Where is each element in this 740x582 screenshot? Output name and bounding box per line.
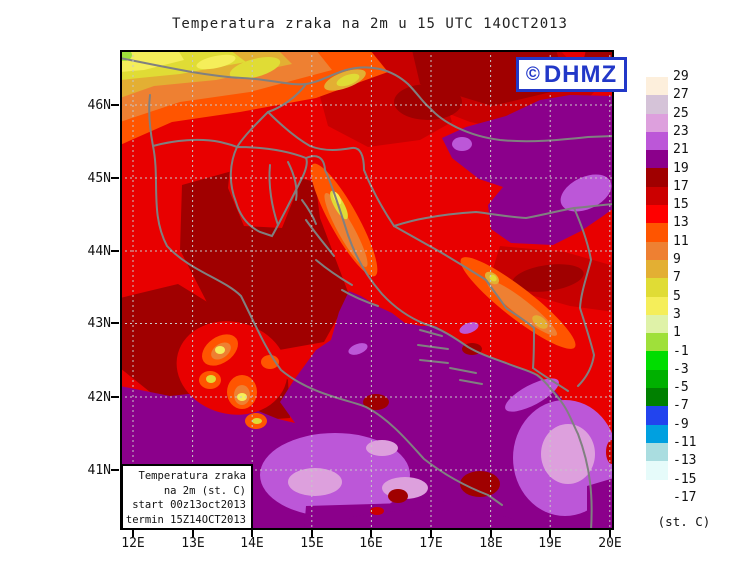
colorbar-tick-label: -9 <box>673 416 689 432</box>
colorbar-swatch <box>646 424 668 443</box>
colorbar <box>646 77 668 498</box>
colorbar-swatch <box>646 205 668 224</box>
lon-label-18e: 18E <box>479 536 503 551</box>
colorbar-tick-label: -1 <box>673 343 689 359</box>
lat-tick <box>111 396 119 398</box>
map-area <box>120 50 614 530</box>
lon-tick <box>549 530 551 537</box>
colorbar-tick-label: -15 <box>673 471 697 487</box>
colorbar-swatch <box>646 95 668 114</box>
colorbar-swatch <box>646 314 668 334</box>
colorbar-tick-label: 25 <box>673 105 689 121</box>
colorbar-tick-label: 9 <box>673 252 681 267</box>
lat-tick <box>111 322 119 324</box>
lon-label-14e: 14E <box>240 536 264 551</box>
dhmz-logo: © DHMZ <box>516 57 627 92</box>
colorbar-tick-label: 21 <box>673 142 689 158</box>
lat-tick <box>111 250 119 252</box>
lon-label-13e: 13E <box>181 536 205 551</box>
lon-label-19e: 19E <box>538 536 562 551</box>
map-inset-legend: Temperatura zraka na 2m (st. C) start 00… <box>121 464 253 530</box>
lon-tick <box>251 530 253 537</box>
colorbar-tick-label: 5 <box>673 288 681 304</box>
colorbar-tick-label: -17 <box>673 489 697 505</box>
lat-label-42n: 42N <box>87 390 111 405</box>
lat-label-46n: 46N <box>87 98 111 113</box>
lat-label-45n: 45N <box>87 171 111 186</box>
lat-tick <box>111 104 119 106</box>
colorbar-tick-label: 23 <box>673 123 689 139</box>
lat-label-41n: 41N <box>87 463 111 478</box>
colorbar-swatch <box>646 278 668 297</box>
colorbar-tick-label: 13 <box>673 215 689 231</box>
lat-label-44n: 44N <box>87 244 111 259</box>
lon-label-16e: 16E <box>359 536 383 551</box>
coastlines-borders <box>120 57 614 530</box>
colorbar-swatch <box>646 168 668 187</box>
colorbar-swatch <box>646 388 668 407</box>
colorbar-tick-label: -7 <box>673 398 689 414</box>
inset-line-start: start 00z13oct2013 <box>132 499 246 511</box>
colorbar-tick-label: 17 <box>673 178 689 194</box>
colorbar-swatch <box>646 77 668 96</box>
colorbar-swatch <box>646 333 668 352</box>
colorbar-swatch <box>646 150 668 169</box>
lon-tick <box>609 530 611 537</box>
colorbar-tick-label: -13 <box>673 453 697 469</box>
lat-label-43n: 43N <box>87 316 111 331</box>
colorbar-swatch <box>646 406 668 425</box>
lon-label-15e: 15E <box>300 536 324 551</box>
colorbar-tick-label: -11 <box>673 435 697 450</box>
lon-tick <box>132 530 134 537</box>
colorbar-swatch <box>646 461 668 480</box>
colorbar-tick-label: 3 <box>673 306 681 322</box>
lat-tick <box>111 177 119 179</box>
inset-line-termin: termin 15Z14OCT2013 <box>125 513 246 526</box>
dhmz-logo-text: DHMZ <box>543 60 618 88</box>
colorbar-unit-label: (st. C) <box>657 514 711 529</box>
temperature-field <box>120 50 614 530</box>
graticule <box>120 50 614 530</box>
lon-label-17e: 17E <box>419 536 443 551</box>
lon-tick <box>311 530 313 537</box>
inset-line-title: Temperatura zraka <box>138 470 246 482</box>
colorbar-swatch <box>646 131 668 151</box>
map-frame <box>120 50 614 530</box>
colorbar-tick-label: -3 <box>673 361 689 377</box>
lon-label-20e: 20E <box>598 536 622 551</box>
colorbar-swatch <box>646 351 668 370</box>
colorbar-swatch <box>646 479 668 498</box>
colorbar-swatch <box>646 369 668 389</box>
colorbar-swatch <box>646 241 668 260</box>
lon-tick <box>490 530 492 537</box>
colorbar-swatch <box>646 186 668 206</box>
colorbar-swatch <box>646 223 668 242</box>
colorbar-tick-label: 7 <box>673 270 681 286</box>
colorbar-swatch <box>646 296 668 315</box>
colorbar-swatch <box>646 442 668 462</box>
colorbar-tick-label: 11 <box>673 233 689 249</box>
colorbar-tick-label: 15 <box>673 197 689 213</box>
lon-tick <box>370 530 372 537</box>
lon-label-12e: 12E <box>121 536 145 551</box>
inset-line-level: na 2m (st. C) <box>163 484 246 497</box>
colorbar-tick-label: 27 <box>673 87 689 103</box>
colorbar-tick-label: 29 <box>673 69 689 84</box>
page-title: Temperatura zraka na 2m u 15 UTC 14OCT20… <box>171 16 568 32</box>
copyright-icon: © <box>525 63 540 85</box>
colorbar-tick-label: -5 <box>673 380 689 396</box>
colorbar-tick-label: 1 <box>673 325 681 341</box>
temperature-field-svg <box>120 50 614 530</box>
colorbar-swatch <box>646 113 668 132</box>
lat-tick <box>111 469 119 471</box>
lon-tick <box>430 530 432 537</box>
colorbar-tick-label: 19 <box>673 160 689 176</box>
lon-tick <box>192 530 194 537</box>
colorbar-swatch <box>646 259 668 279</box>
